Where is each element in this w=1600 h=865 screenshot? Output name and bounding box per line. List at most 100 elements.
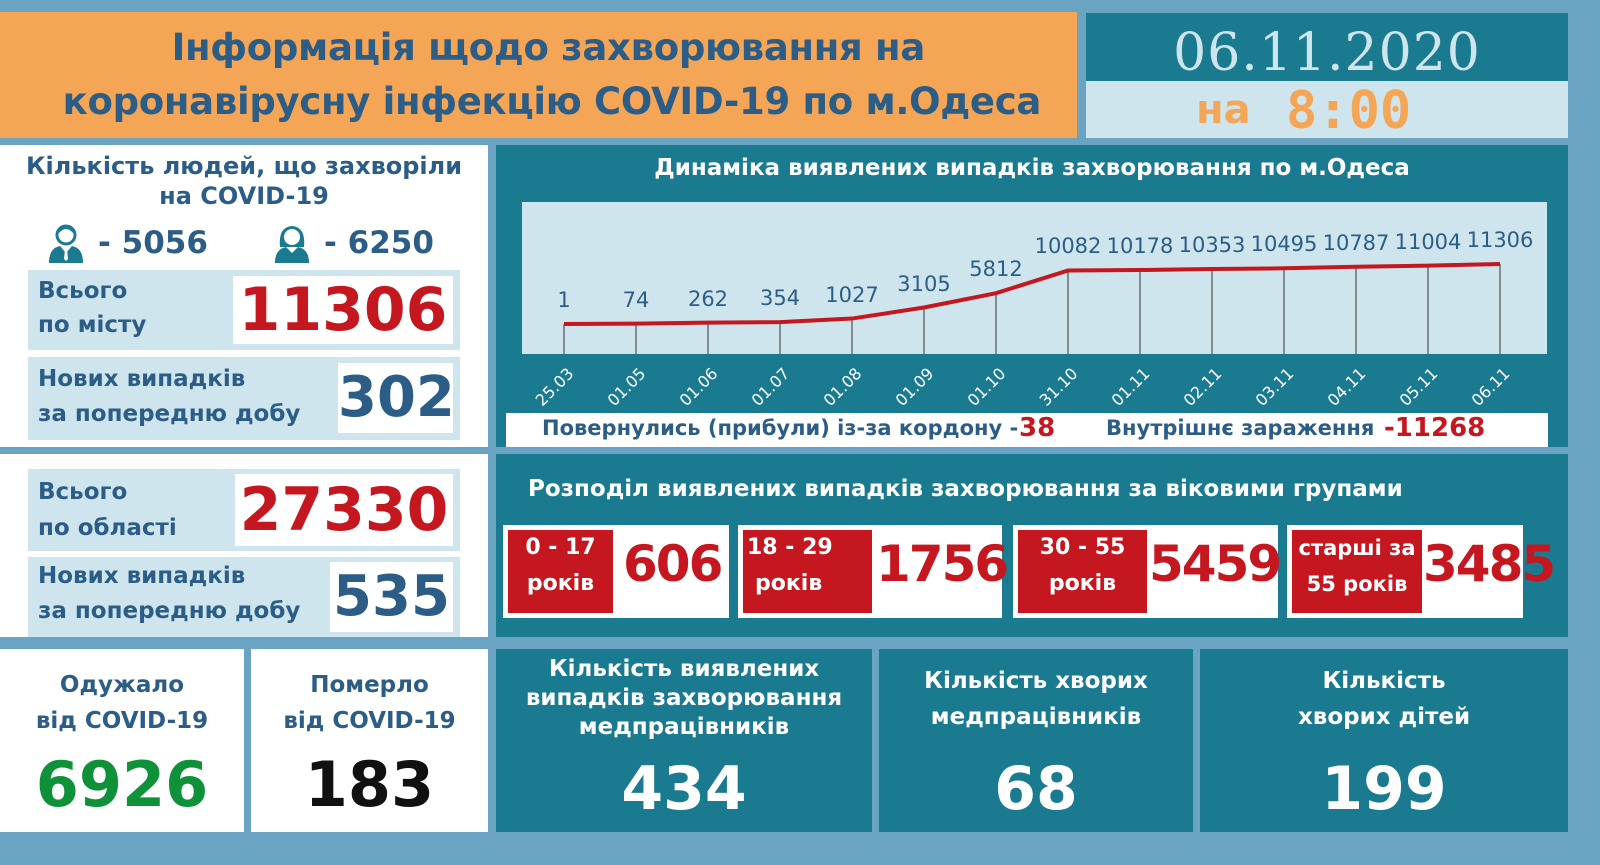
- medworkers-detected-card: Кількість виявлених випадків захворюванн…: [496, 649, 872, 832]
- age-count: 1756: [876, 535, 1009, 593]
- city-total-label-1: Всього: [38, 278, 128, 304]
- age-count: 5459: [1149, 535, 1282, 593]
- data-label: 10353: [1178, 233, 1246, 258]
- report-date: 06.11.2020: [1173, 23, 1481, 83]
- recovered-label-1: Одужало: [59, 672, 185, 698]
- chart-plot-area: 1 74 262 354 1027 3105 5812 10082 10178 10353 1049…: [522, 202, 1547, 354]
- deaths-label: Померло від COVID-19: [251, 667, 488, 739]
- age-tag: 30 - 55 років: [1018, 530, 1147, 613]
- age-range: 18 - 29: [747, 535, 833, 560]
- female-count-group: - 6250: [272, 223, 434, 263]
- date-panel: 06.11.2020 на 8:00: [1086, 13, 1568, 141]
- x-tick-label: 01.08: [819, 364, 866, 410]
- age-unit: років: [755, 571, 823, 596]
- age-card-30-55: 30 - 55 років 5459: [1013, 525, 1282, 618]
- recovered-card: Одужало від COVID-19 6926: [0, 649, 244, 832]
- data-label: 262: [687, 286, 729, 311]
- x-tick-label: 04.11: [1323, 364, 1370, 410]
- internal-value: -11268: [1384, 413, 1486, 443]
- label-line: Кількість хворих: [924, 668, 1148, 694]
- recovered-label-2: від COVID-19: [35, 708, 209, 734]
- city-new-card: Нових випадків за попередню добу 302: [28, 357, 460, 440]
- x-tick-label: 01.09: [891, 364, 938, 410]
- age-card-18-29: 18 - 29 років 1756: [738, 525, 1009, 618]
- x-tick-label: 01.11: [1107, 364, 1154, 410]
- city-new-label-2: за попередню добу: [38, 401, 301, 427]
- male-user-icon: [49, 224, 83, 263]
- x-tick-label: 03.11: [1251, 364, 1298, 410]
- data-label: 10495: [1250, 232, 1318, 257]
- city-new-value: 302: [338, 363, 455, 433]
- age-count: 3485: [1423, 535, 1556, 593]
- label-line: випадків захворювання: [525, 685, 843, 711]
- age-groups-panel: Розподіл виявлених випадків захворювання…: [496, 454, 1568, 637]
- internal-label: Внутрішнє зараження: [1106, 416, 1375, 440]
- header-title-line1: Інформація щодо захворювання на: [171, 26, 926, 69]
- age-count: 606: [623, 535, 723, 593]
- label-line: Кількість виявлених: [548, 656, 820, 682]
- time-prefix: на: [1196, 87, 1251, 133]
- city-total-card: Всього по місту 11306: [28, 270, 460, 350]
- sick-children-value: 199: [1321, 754, 1447, 824]
- x-tick-label: 05.11: [1395, 364, 1442, 410]
- age-unit: 55 років: [1306, 572, 1408, 596]
- region-new-card: Нових випадків за попередню добу 535: [28, 557, 460, 637]
- age-range: 30 - 55: [1039, 535, 1126, 560]
- data-label: 10178: [1106, 233, 1174, 258]
- city-total-label-2: по місту: [38, 312, 147, 338]
- region-total-card: Всього по області 27330: [28, 469, 460, 551]
- sick-children-label: Кількість хворих дітей: [1200, 663, 1568, 735]
- deaths-value: 183: [304, 748, 435, 821]
- cases-line: [563, 262, 1501, 326]
- header-title-line2: коронавірусну інфекцію COVID-19 по м.Оде…: [62, 80, 1042, 123]
- medworkers-detected-value: 434: [621, 754, 747, 824]
- city-title-line2: на COVID-19: [159, 182, 329, 210]
- report-time: 8:00: [1286, 81, 1412, 141]
- age-title: Розподіл виявлених випадків захворювання…: [528, 476, 1403, 502]
- border-label: Повернулись (прибули) із-за кордону -: [542, 416, 1019, 440]
- city-total-value: 11306: [233, 276, 453, 344]
- age-tag: 18 - 29 років: [743, 530, 872, 613]
- deaths-label-2: від COVID-19: [283, 708, 456, 734]
- x-tick-label: 25.03: [531, 364, 578, 410]
- data-label: 354: [759, 286, 801, 311]
- data-label: 1: [557, 287, 571, 312]
- age-card-0-17: 0 - 17 років 606: [503, 525, 729, 618]
- border-value: 38: [1019, 413, 1056, 443]
- age-unit: років: [1048, 571, 1117, 596]
- medworkers-sick-value: 68: [994, 754, 1078, 824]
- x-tick-label: 02.11: [1179, 364, 1226, 410]
- age-range: старші за: [1298, 536, 1416, 560]
- region-stats-panel: Всього по області 27330 Нових випадків з…: [0, 454, 488, 637]
- medworkers-detected-label: Кількість виявлених випадків захворюванн…: [496, 655, 872, 742]
- label-line: медпрацівників: [578, 714, 790, 740]
- city-new-label-1: Нових випадків: [38, 366, 246, 392]
- region-new-label-2: за попередню добу: [38, 598, 301, 624]
- label-line: Кількість: [1322, 668, 1446, 694]
- medworkers-sick-card: Кількість хворих медпрацівників 68: [879, 649, 1193, 832]
- label-line: хворих дітей: [1297, 704, 1471, 730]
- infection-source-bar: Повернулись (прибули) із-за кордону - 38…: [506, 413, 1548, 447]
- chart-title: Динаміка виявлених випадків захворювання…: [654, 155, 1410, 181]
- line-chart: [563, 262, 1501, 354]
- deaths-label-1: Померло: [310, 672, 429, 698]
- deaths-card: Померло від COVID-19 183: [251, 649, 488, 832]
- time-strip: на 8:00: [1086, 81, 1568, 141]
- data-label: 10787: [1322, 230, 1390, 255]
- age-tag: старші за 55 років: [1292, 530, 1422, 613]
- x-tick-label: 01.07: [747, 364, 794, 410]
- female-user-icon: [275, 226, 309, 263]
- x-tick-label: 31.10: [1035, 364, 1082, 410]
- male-count: - 5056: [98, 225, 208, 261]
- medworkers-sick-label: Кількість хворих медпрацівників: [879, 663, 1193, 735]
- label-line: медпрацівників: [930, 704, 1142, 730]
- x-tick-label: 01.10: [963, 364, 1010, 410]
- age-range: 0 - 17: [525, 535, 596, 560]
- age-tag: 0 - 17 років: [508, 530, 613, 613]
- age-unit: років: [526, 571, 595, 596]
- x-tick-label: 01.06: [675, 364, 722, 410]
- header-banner: Інформація щодо захворювання на коронаві…: [0, 12, 1077, 138]
- dynamics-chart-panel: Динаміка виявлених випадків захворювання…: [496, 145, 1568, 447]
- sick-children-card: Кількість хворих дітей 199: [1200, 649, 1568, 832]
- data-label: 10082: [1034, 234, 1102, 259]
